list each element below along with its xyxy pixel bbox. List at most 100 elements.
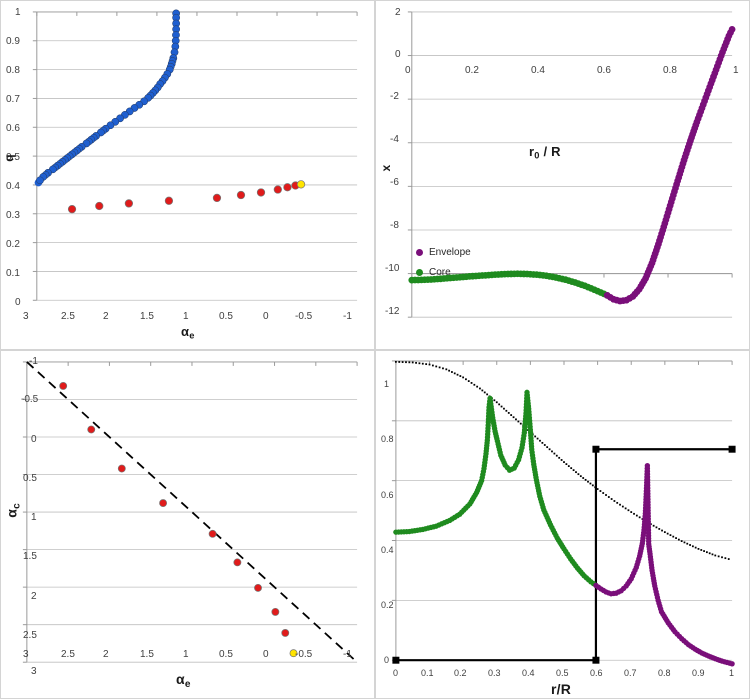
tick-tl-x-4: 1: [183, 311, 189, 322]
tick-br-x-3: 0.3: [488, 668, 501, 678]
tick-bl-y-5: 1.5: [23, 551, 37, 562]
tick-tl-y-7: 0.7: [6, 94, 20, 105]
tick-tl-y-4: 0.4: [6, 181, 20, 192]
tick-bl-y-1: -0.5: [21, 394, 39, 405]
tick-tl-x-2: 2: [103, 311, 109, 322]
axis-title-tr-x: r0 / R: [529, 144, 561, 161]
axis-title-tl-y: q: [2, 154, 16, 162]
tick-tr-y-4: -6: [390, 177, 399, 188]
panel-bottom-right: 1 0.8 0.6 0.4 0.2 0 0 0.1 0.2 0.3 0.4 0.…: [375, 350, 750, 699]
tick-tr-x-0: 0: [405, 65, 411, 76]
tick-bl-y-3: 0.5: [23, 473, 37, 484]
tick-tl-y-9: 0.9: [6, 36, 20, 47]
tick-br-y-1: 0.8: [381, 434, 394, 444]
plot-top-right: [407, 11, 736, 318]
plot-bottom-left: [22, 361, 358, 663]
axis-title-bl-x-main: α: [176, 671, 185, 687]
tick-tr-y-0: 2: [395, 7, 401, 18]
tick-bl-x-2: 2: [103, 649, 109, 660]
tick-br-x-8: 0.8: [658, 668, 671, 678]
axis-title-tl-x-main: α: [181, 324, 190, 339]
legend-label-envelope: Envelope: [429, 247, 471, 258]
tick-tr-x-5: 1: [733, 65, 739, 76]
tick-bl-y-0: -1: [29, 356, 38, 367]
axis-title-br-x: r/R: [551, 681, 572, 697]
axis-title-tl-x-sub: e: [189, 330, 195, 341]
tick-bl-y-2: 0: [31, 434, 37, 445]
tick-bl-x-0: 3: [23, 649, 29, 660]
tick-tr-y-6: -10: [385, 263, 400, 274]
tick-tl-x-6: 0: [263, 311, 269, 322]
panel-bottom-left: -1 -0.5 0 0.5 1 1.5 2 2.5 3 3 2.5 2 1.5 …: [0, 350, 375, 699]
tick-br-x-2: 0.2: [454, 668, 467, 678]
tick-br-x-6: 0.6: [590, 668, 603, 678]
tick-tl-x-1: 2.5: [61, 311, 75, 322]
axis-title-bl-y-sub: c: [11, 503, 23, 509]
tick-tl-y-0: 0: [15, 297, 21, 308]
axis-title-bl-x: αe: [176, 671, 191, 690]
tick-bl-x-1: 2.5: [61, 649, 75, 660]
tick-bl-x-3: 1.5: [140, 649, 154, 660]
axis-title-bl-x-sub: e: [184, 678, 191, 690]
tick-tr-x-4: 0.8: [663, 65, 677, 76]
axis-title-bl-y-main: α: [3, 508, 20, 518]
tick-tr-x-1: 0.2: [465, 65, 479, 76]
axis-title-tr-x-tail: / R: [539, 144, 561, 159]
tick-br-x-5: 0.5: [556, 668, 569, 678]
tick-tr-y-3: -4: [390, 134, 399, 145]
tick-bl-x-7: -0.5: [295, 649, 313, 660]
tick-tl-x-3: 1.5: [140, 311, 154, 322]
tick-tl-y-6: 0.6: [6, 123, 20, 134]
tick-tr-x-2: 0.4: [531, 65, 545, 76]
tick-tl-y-5: 0.5: [6, 152, 20, 163]
tick-br-x-0: 0: [393, 668, 399, 678]
tick-tl-x-0: 3: [23, 311, 29, 322]
tick-bl-x-4: 1: [183, 649, 189, 660]
legend-item-core: Core: [416, 267, 451, 278]
tick-tr-y-5: -8: [390, 220, 399, 231]
tick-br-x-1: 0.1: [421, 668, 434, 678]
plot-bottom-right: [391, 360, 736, 667]
tick-bl-x-8: -1: [343, 649, 352, 660]
tick-tr-y-7: -12: [385, 306, 400, 317]
tick-br-x-7: 0.7: [624, 668, 637, 678]
panel-top-right: 2 0 -2 -4 -6 -8 -10 -12 0 0.2 0.4 0.6 0.…: [375, 0, 750, 350]
tick-tr-y-2: -2: [390, 91, 399, 102]
tick-br-y-5: 0: [384, 655, 390, 665]
tick-tl-y-3: 0.3: [6, 210, 20, 221]
legend-item-envelope: Envelope: [416, 247, 471, 258]
legend-label-core: Core: [429, 267, 451, 278]
tick-tl-y-2: 0.2: [6, 239, 20, 250]
tick-tl-x-8: -1: [343, 311, 352, 322]
legend-dot-core: [416, 269, 423, 276]
tick-bl-x-5: 0.5: [219, 649, 233, 660]
tick-tl-y-10: 1: [15, 7, 21, 18]
tick-tr-x-3: 0.6: [597, 65, 611, 76]
axis-title-tr-x-sub: 0: [534, 150, 540, 161]
plot-top-left: [32, 9, 358, 301]
axis-title-tr-x-main: r: [529, 144, 535, 159]
legend-dot-envelope: [416, 249, 423, 256]
tick-bl-y-8: 3: [31, 666, 37, 677]
tick-br-y-4: 0.2: [381, 600, 394, 610]
tick-br-x-4: 0.4: [522, 668, 535, 678]
axis-title-tr-y: x: [379, 164, 393, 172]
tick-br-y-0: 1: [384, 379, 390, 389]
panel-top-left: 0 0.1 0.2 0.3 0.4 0.5 0.6 0.7 0.8 0.9 1 …: [0, 0, 375, 350]
tick-tl-y-1: 0.1: [6, 268, 20, 279]
tick-br-x-9: 0.9: [692, 668, 705, 678]
tick-tl-y-8: 0.8: [6, 65, 20, 76]
axis-title-bl-y: αc: [4, 493, 23, 527]
tick-br-y-3: 0.4: [381, 545, 394, 555]
tick-tl-x-7: -0.5: [295, 311, 313, 322]
tick-tl-x-5: 0.5: [219, 311, 233, 322]
tick-bl-y-7: 2.5: [23, 630, 37, 641]
axis-title-tl-x: αe: [181, 324, 195, 341]
tick-bl-y-6: 2: [31, 591, 37, 602]
tick-bl-y-4: 1: [31, 512, 37, 523]
tick-br-y-2: 0.6: [381, 490, 394, 500]
tick-tr-y-1: 0: [395, 49, 401, 60]
tick-bl-x-6: 0: [263, 649, 269, 660]
tick-br-x-10: 1: [729, 668, 735, 678]
